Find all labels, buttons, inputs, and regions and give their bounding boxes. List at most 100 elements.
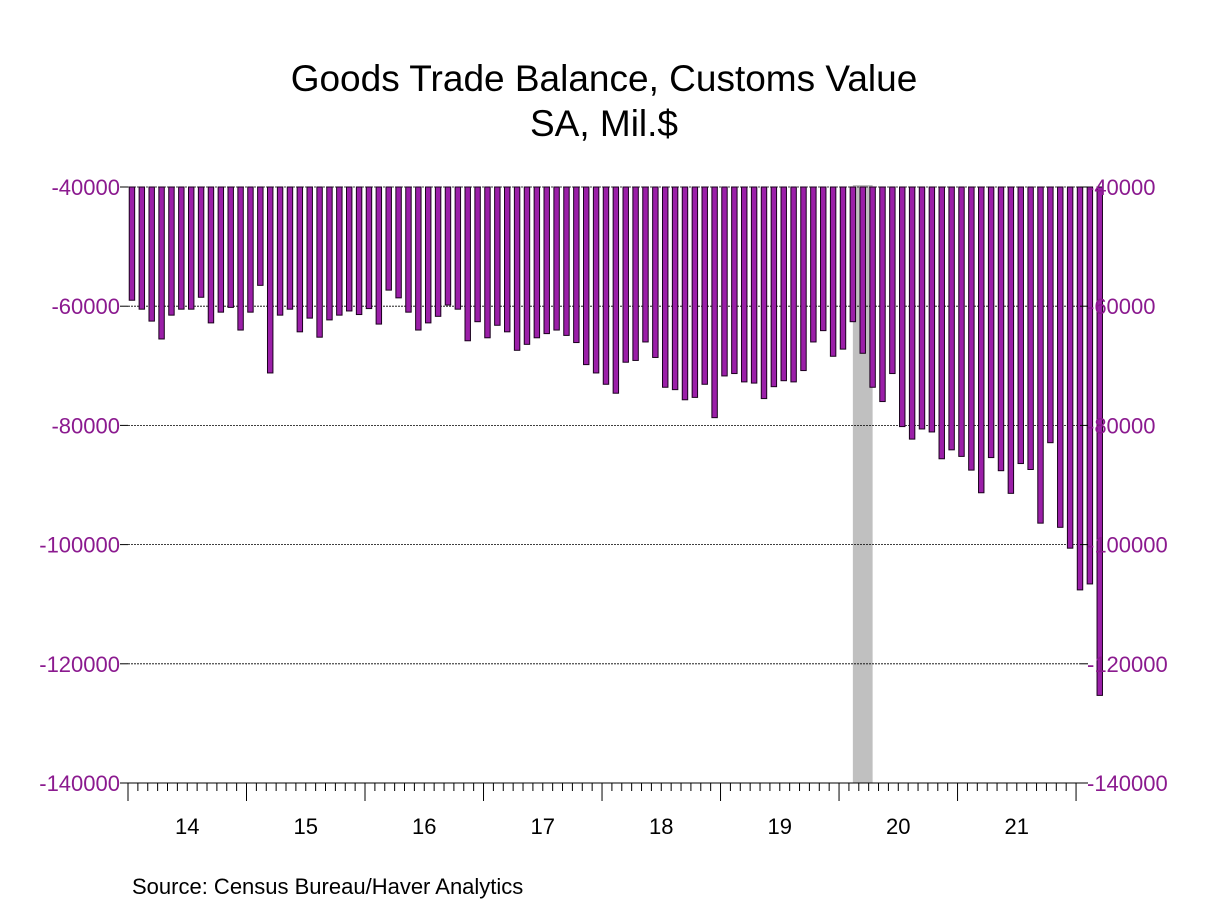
y-tick-label-right: -40000 (1087, 175, 1156, 200)
y-tick-label-right: -60000 (1087, 294, 1156, 319)
bar (1047, 186, 1054, 444)
bar (592, 186, 600, 374)
bar (415, 186, 422, 331)
bar (691, 186, 699, 398)
bar (266, 186, 274, 374)
bar (494, 186, 501, 326)
y-tick-label-right: -120000 (1087, 652, 1168, 677)
bar (770, 186, 778, 388)
y-tick-label-right: -140000 (1087, 771, 1168, 796)
y-tick-label-right: -100000 (1087, 533, 1168, 558)
bar (336, 186, 343, 316)
y-tick-label-right: -80000 (1087, 413, 1156, 438)
x-tick-label: 18 (649, 814, 673, 839)
bar (612, 186, 620, 394)
bar (1096, 186, 1103, 696)
bar (158, 186, 165, 340)
bar (968, 186, 975, 471)
bar (355, 186, 363, 316)
x-tick-label: 17 (531, 814, 555, 839)
bar (662, 186, 669, 388)
y-tick-label-left: -80000 (51, 413, 120, 438)
bar (820, 186, 827, 332)
bar (227, 186, 234, 308)
y-tick-label-left: -40000 (51, 175, 120, 200)
bar (148, 186, 155, 322)
x-tick-label: 14 (175, 814, 199, 839)
bar (750, 186, 758, 384)
bar (869, 186, 876, 388)
bar (918, 186, 926, 430)
bar (365, 186, 373, 310)
bar (879, 186, 886, 403)
bar (948, 186, 955, 451)
source-note: Source: Census Bureau/Haver Analytics (132, 874, 524, 899)
chart-subtitle: SA, Mil.$ (529, 103, 679, 144)
bar (849, 186, 857, 323)
bar (573, 186, 580, 344)
bar (207, 186, 215, 324)
bar (247, 186, 254, 313)
bar (345, 186, 353, 312)
bar (1086, 186, 1094, 585)
x-tick-label: 15 (294, 814, 318, 839)
bar (385, 186, 392, 291)
bar (701, 186, 708, 385)
bar (1007, 186, 1015, 494)
bar (908, 186, 916, 440)
bar (652, 186, 659, 358)
bar (474, 186, 481, 323)
bar (395, 186, 402, 299)
bar (543, 186, 550, 335)
bar (928, 186, 936, 433)
bar (187, 186, 195, 310)
bar (1057, 186, 1064, 528)
bar (286, 186, 294, 310)
bar (237, 186, 244, 331)
bar (671, 186, 679, 391)
bar (741, 186, 748, 383)
bar (602, 186, 610, 385)
bar (563, 186, 570, 336)
bar (899, 186, 906, 428)
bar (800, 186, 807, 372)
bar (1017, 186, 1024, 465)
bar (987, 186, 995, 459)
bar (642, 186, 649, 343)
x-tick-label: 19 (768, 814, 792, 839)
bar (375, 186, 383, 325)
bar (721, 186, 728, 377)
bar (583, 186, 590, 366)
bar (997, 186, 1005, 472)
bar (533, 186, 541, 339)
bar (197, 186, 205, 298)
bar (504, 186, 511, 333)
bar (938, 186, 945, 460)
bar (731, 186, 738, 375)
bar (217, 186, 225, 313)
bar (257, 186, 264, 286)
bar (790, 186, 797, 383)
bar (889, 186, 896, 375)
bar (859, 186, 866, 354)
y-tick-label-left: -120000 (39, 652, 120, 677)
recession-shading (852, 185, 873, 783)
bar (168, 186, 175, 316)
bar (513, 186, 521, 351)
bar (711, 186, 718, 419)
bar (553, 186, 560, 331)
bar (681, 186, 689, 401)
bar (839, 186, 847, 350)
bar (405, 186, 412, 313)
bar (978, 186, 985, 494)
y-tick-label-left: -140000 (39, 771, 120, 796)
bar (780, 186, 787, 382)
y-tick-label-left: -60000 (51, 294, 120, 319)
bar (1027, 186, 1034, 471)
bar (306, 186, 313, 319)
bar (1037, 186, 1044, 524)
bar (444, 186, 452, 306)
bar (622, 186, 629, 363)
